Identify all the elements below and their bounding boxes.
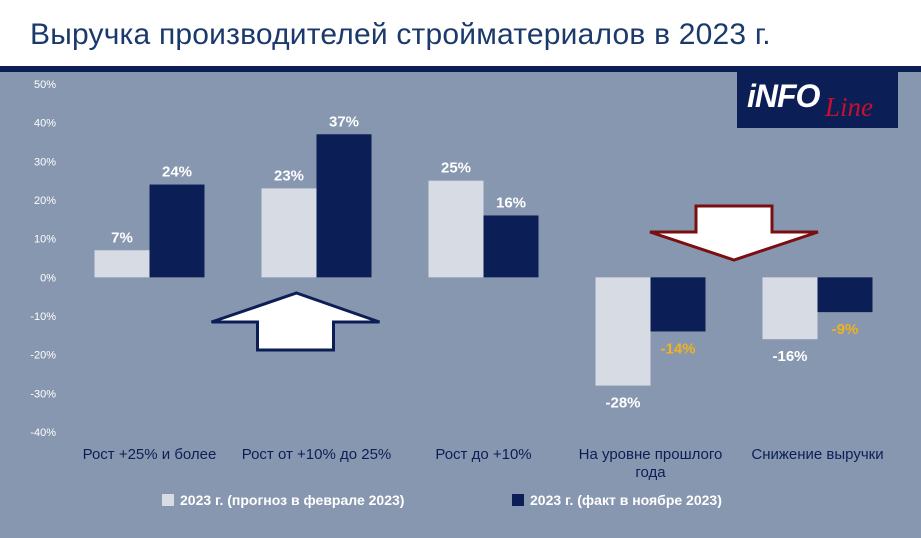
legend-swatch-fact (512, 494, 524, 506)
arrow-up-icon (211, 291, 380, 352)
y-tick-label: -30% (30, 388, 56, 400)
category-label: Рост +25% и более (83, 446, 217, 463)
arrow-down-icon (649, 204, 819, 262)
title-underline-bar (0, 66, 921, 72)
legend-swatch-forecast (162, 494, 174, 506)
y-tick-label: 40% (34, 118, 56, 130)
y-tick-label: 50% (34, 79, 56, 91)
bars-layer (94, 134, 873, 386)
legend-label-fact: 2023 г. (факт в ноябре 2023) (530, 492, 722, 508)
y-axis: 50% 40% 30% 20% 10% 0% -10% -20% -30% -40% (30, 79, 56, 439)
infoline-logo: iNFO Line (737, 72, 898, 128)
y-tick-label: 0% (40, 272, 56, 284)
bar-forecast (762, 277, 818, 340)
data-label-fact: -9% (832, 321, 859, 338)
category-label: Снижение выручки (751, 446, 883, 463)
logo-main-text: iNFO (747, 78, 820, 114)
logo-script-text: Line (825, 92, 874, 122)
data-label-forecast: -16% (772, 348, 807, 365)
bar-fact (316, 134, 372, 278)
category-labels-layer: Рост +25% и более Рост от +10% до 25% Рост… (83, 446, 884, 481)
category-label: Рост до +10% (435, 446, 531, 463)
data-label-forecast: 25% (441, 160, 471, 177)
data-label-fact: 24% (162, 164, 192, 181)
y-tick-label: 30% (34, 156, 56, 168)
category-label: Рост от +10% до 25% (242, 446, 392, 463)
data-labels-layer: 7% 23% 25% -28% -16% 24% 37% 16% -14% -9% (111, 113, 858, 411)
data-label-forecast: -28% (605, 395, 640, 412)
data-label-fact: -14% (660, 340, 695, 357)
arrows-layer (211, 204, 819, 352)
bar-forecast (261, 188, 317, 278)
data-label-forecast: 7% (111, 229, 133, 246)
bar-fact (483, 215, 539, 278)
y-tick-label: 20% (34, 195, 56, 207)
legend-label-forecast: 2023 г. (прогноз в феврале 2023) (180, 492, 405, 508)
y-tick-label: 10% (34, 234, 56, 246)
legend-item-forecast: 2023 г. (прогноз в феврале 2023) (162, 490, 404, 510)
bar-fact (817, 277, 873, 313)
chart-title: Выручка производителей стройматериалов в… (30, 18, 771, 51)
data-label-fact: 37% (329, 113, 359, 130)
legend-item-fact: 2023 г. (факт в ноябре 2023) (512, 490, 722, 510)
bar-fact (650, 277, 706, 332)
bar-fact (149, 184, 205, 278)
bar-forecast (428, 180, 484, 278)
data-label-forecast: 23% (274, 167, 304, 184)
category-label: года (635, 464, 666, 481)
y-tick-label: -10% (30, 311, 56, 323)
category-label: На уровне прошлого (579, 446, 723, 463)
y-tick-label: -40% (30, 427, 56, 439)
bar-forecast (595, 277, 651, 386)
bar-forecast (94, 250, 150, 278)
data-label-fact: 16% (496, 194, 526, 211)
y-tick-label: -20% (30, 350, 56, 362)
